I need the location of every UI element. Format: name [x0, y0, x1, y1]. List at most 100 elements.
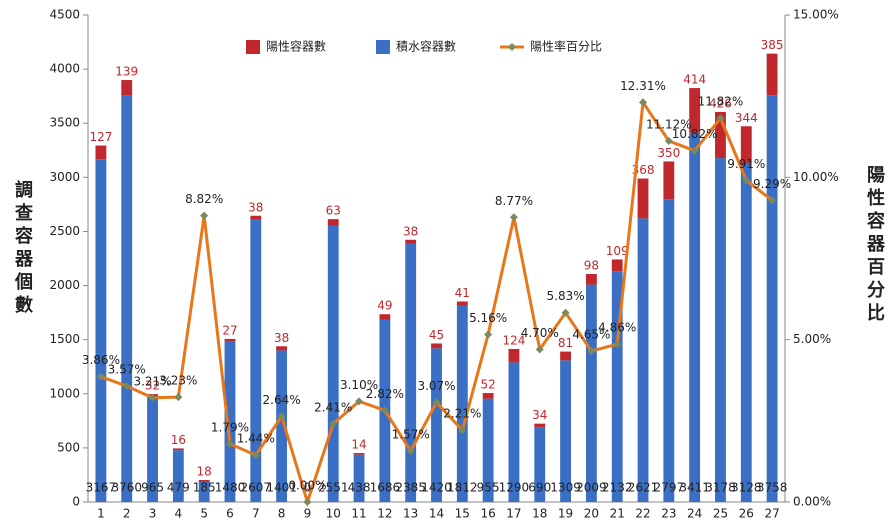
bar-water [327, 225, 339, 502]
rate-label: 5.83% [547, 289, 585, 303]
positive-label: 0 [304, 487, 312, 501]
rate-label: 1.44% [237, 432, 275, 446]
water-label: 3758 [757, 481, 788, 495]
x-tick-label: 8 [278, 507, 286, 521]
bar-water [715, 158, 726, 503]
water-label: 3760 [111, 481, 142, 495]
water-label: 2797 [654, 481, 685, 495]
water-label: 2132 [602, 481, 633, 495]
rate-label: 8.77% [495, 194, 533, 208]
rate-marker [509, 213, 518, 222]
bar-water [95, 159, 107, 502]
x-tick-label: 11 [351, 507, 366, 521]
bar-water [456, 305, 468, 502]
positive-label: 344 [735, 111, 758, 125]
x-tick-label: 14 [429, 507, 444, 521]
positive-label: 124 [502, 333, 525, 347]
rate-marker [716, 114, 725, 123]
rate-marker [303, 498, 312, 506]
bar-positive [585, 273, 597, 285]
y-tick-label: 1000 [49, 386, 80, 400]
bar-positive [224, 338, 236, 342]
bar-water [534, 427, 546, 502]
y-tick-label: 2000 [49, 278, 80, 292]
water-label: 2009 [576, 481, 607, 495]
rate-label: 11.12% [646, 117, 692, 131]
y2-axis-title: 陽性容器百分比 [864, 165, 886, 326]
x-tick-label: 6 [226, 507, 234, 521]
y-tick-label: 4500 [49, 8, 80, 22]
x-tick-label: 22 [635, 507, 650, 521]
positive-label: 81 [558, 336, 573, 350]
water-label: 1401 [266, 481, 297, 495]
y-tick-label: 3000 [49, 170, 80, 184]
rate-label: 11.82% [698, 95, 744, 109]
rate-marker [613, 340, 622, 349]
bar-water [482, 398, 494, 502]
rate-label: 1.79% [211, 420, 249, 434]
positive-label: 16 [171, 433, 186, 447]
rate-label: 5.16% [469, 311, 507, 325]
bar-water [611, 271, 623, 502]
positive-label: 350 [657, 146, 680, 160]
bar-positive [379, 314, 391, 320]
x-tick-label: 27 [764, 507, 779, 521]
water-label: 2551 [318, 481, 349, 495]
water-label: 690 [528, 481, 551, 495]
bar-water [276, 350, 288, 502]
positive-label: 385 [761, 38, 784, 52]
rate-label: 4.86% [598, 321, 636, 335]
water-label: 3178 [705, 481, 736, 495]
y-tick-label: 1500 [49, 332, 80, 346]
rate-marker [742, 176, 751, 185]
x-tick-label: 24 [687, 507, 702, 521]
rate-label: 2.82% [366, 387, 404, 401]
y2-tick-label: 5.00% [793, 332, 831, 346]
x-tick-label: 7 [252, 507, 260, 521]
x-tick-label: 5 [200, 507, 208, 521]
positive-label: 14 [351, 438, 366, 452]
rate-marker [200, 211, 209, 220]
rate-marker [251, 451, 260, 460]
rate-marker [768, 196, 777, 205]
positive-label: 27 [222, 323, 237, 337]
positive-label: 109 [606, 244, 629, 258]
bar-water [560, 360, 571, 502]
rate-marker [122, 382, 131, 391]
bar-positive [637, 178, 649, 219]
rate-marker [561, 308, 570, 317]
bar-water [224, 341, 236, 502]
water-label: 3128 [731, 481, 762, 495]
rate-label: 2.21% [443, 407, 481, 421]
rate-label: 3.57% [108, 363, 146, 377]
water-label: 1290 [499, 481, 530, 495]
legend-marker [508, 43, 516, 51]
x-tick-label: 9 [304, 507, 312, 521]
rate-label: 3.07% [417, 379, 455, 393]
rate-marker [380, 406, 389, 415]
x-tick-label: 13 [403, 507, 418, 521]
bar-water [740, 163, 752, 502]
y-tick-label: 4000 [49, 62, 80, 76]
rate-marker [355, 397, 364, 406]
y-tick-label: 2500 [49, 224, 80, 238]
x-tick-label: 2 [123, 507, 131, 521]
bar-water [147, 397, 158, 502]
bar-water [172, 450, 184, 502]
y-tick-label: 500 [57, 440, 80, 454]
bar-water [198, 481, 210, 502]
x-tick-label: 23 [661, 507, 676, 521]
y2-tick-label: 10.00% [793, 170, 839, 184]
bar-positive [250, 215, 262, 220]
x-tick-label: 3 [149, 507, 157, 521]
rate-label: 3.23% [159, 374, 197, 388]
rate-label: 9.91% [727, 157, 765, 171]
y-tick-label: 0 [72, 495, 80, 509]
legend-swatch [246, 40, 260, 54]
x-tick-label: 16 [480, 507, 495, 521]
rate-label: 3.86% [82, 353, 120, 367]
x-tick-label: 18 [532, 507, 547, 521]
rate-marker [96, 372, 105, 381]
bar-positive [431, 343, 442, 349]
bar-water [508, 362, 520, 502]
